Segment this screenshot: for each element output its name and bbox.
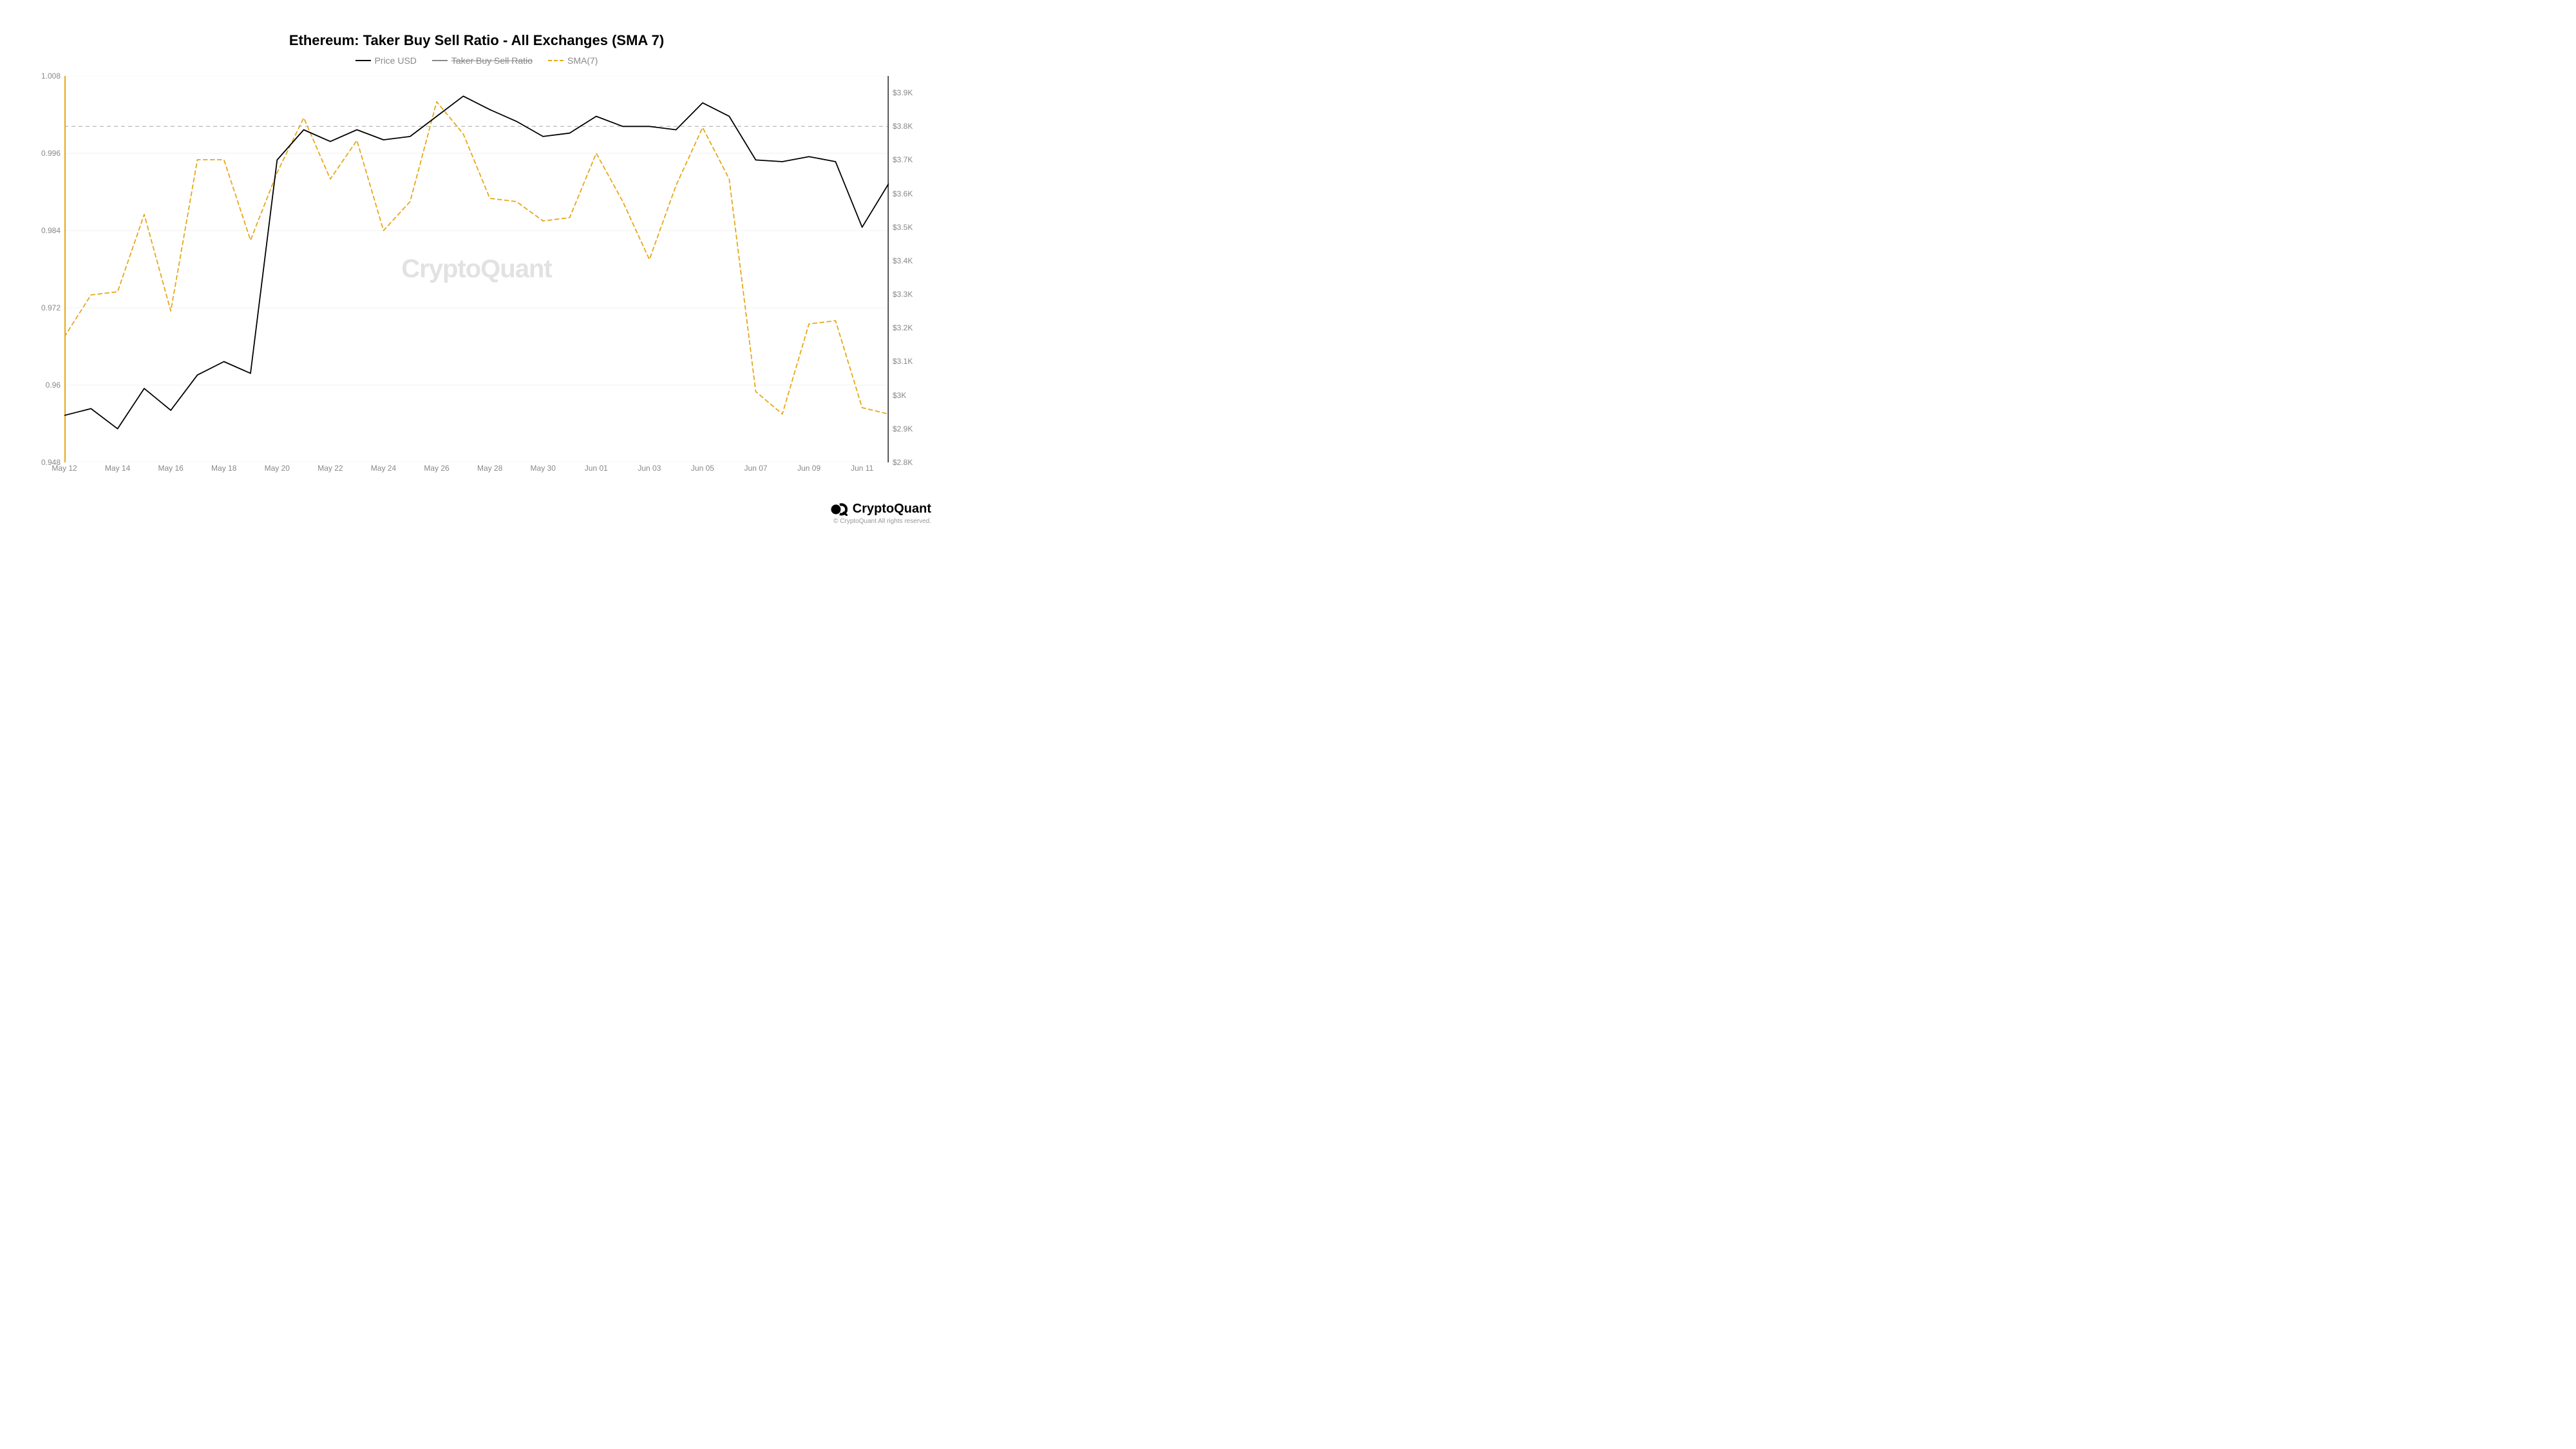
y-right-tick-label: $3.5K (893, 223, 925, 232)
legend-label: SMA(7) (567, 55, 598, 66)
copyright-text: © CryptoQuant All rights reserved. (831, 518, 931, 525)
legend-item[interactable]: Taker Buy Sell Ratio (432, 55, 533, 66)
y-right-tick-label: $3.9K (893, 88, 925, 97)
y-right-tick-label: $2.8K (893, 458, 925, 467)
y-right-tick-label: $3.3K (893, 290, 925, 299)
legend-swatch (432, 60, 448, 61)
y-right-tick-label: $3.1K (893, 357, 925, 366)
chart-container: Ethereum: Taker Buy Sell Ratio - All Exc… (0, 0, 953, 536)
legend: Price USD Taker Buy Sell Ratio SMA(7) (19, 55, 934, 66)
y-right-tick-label: $3.4K (893, 256, 925, 265)
x-tick-label: May 22 (317, 464, 343, 473)
y-right-tick-label: $3.2K (893, 323, 925, 332)
y-right-tick-label: $3K (893, 391, 925, 400)
plot-svg (64, 76, 889, 462)
y-right-axis-labels: $2.8K$2.9K$3K$3.1K$3.2K$3.3K$3.4K$3.5K$3… (893, 76, 925, 462)
footer-brand: CryptoQuant © CryptoQuant All rights res… (831, 502, 931, 525)
x-axis-labels: May 12May 14May 16May 18May 20May 22May … (64, 464, 889, 477)
x-tick-label: May 24 (371, 464, 396, 473)
x-tick-label: Jun 03 (638, 464, 661, 473)
y-right-tick-label: $2.9K (893, 424, 925, 433)
x-tick-label: Jun 11 (851, 464, 873, 473)
x-tick-label: Jun 05 (691, 464, 714, 473)
x-tick-label: May 28 (477, 464, 502, 473)
legend-item[interactable]: SMA(7) (548, 55, 598, 66)
x-tick-label: May 30 (531, 464, 556, 473)
legend-label: Price USD (375, 55, 417, 66)
legend-item[interactable]: Price USD (355, 55, 417, 66)
y-right-tick-label: $3.8K (893, 122, 925, 131)
y-left-tick-label: 1.008 (28, 71, 61, 80)
cryptoquant-icon (831, 503, 848, 516)
legend-swatch (548, 60, 564, 61)
y-left-tick-label: 0.972 (28, 303, 61, 312)
x-tick-label: Jun 01 (585, 464, 608, 473)
x-tick-label: May 14 (105, 464, 130, 473)
x-tick-label: May 16 (158, 464, 183, 473)
y-left-axis-labels: 0.9480.960.9720.9840.9961.008 (28, 76, 61, 462)
legend-swatch (355, 60, 371, 61)
x-tick-label: May 18 (211, 464, 236, 473)
x-tick-label: Jun 07 (744, 464, 768, 473)
legend-label: Taker Buy Sell Ratio (451, 55, 533, 66)
y-left-tick-label: 0.96 (28, 381, 61, 390)
x-tick-label: May 20 (265, 464, 290, 473)
y-left-tick-label: 0.984 (28, 226, 61, 235)
x-tick-label: May 26 (424, 464, 449, 473)
x-tick-label: May 12 (52, 464, 77, 473)
x-tick-label: Jun 09 (797, 464, 820, 473)
y-right-tick-label: $3.6K (893, 189, 925, 198)
plot-area: CryptoQuant 0.9480.960.9720.9840.9961.00… (64, 76, 889, 462)
brand-logo: CryptoQuant (831, 502, 931, 516)
y-right-tick-label: $3.7K (893, 155, 925, 164)
chart-title: Ethereum: Taker Buy Sell Ratio - All Exc… (19, 32, 934, 49)
y-left-tick-label: 0.996 (28, 149, 61, 158)
brand-name: CryptoQuant (853, 502, 931, 516)
